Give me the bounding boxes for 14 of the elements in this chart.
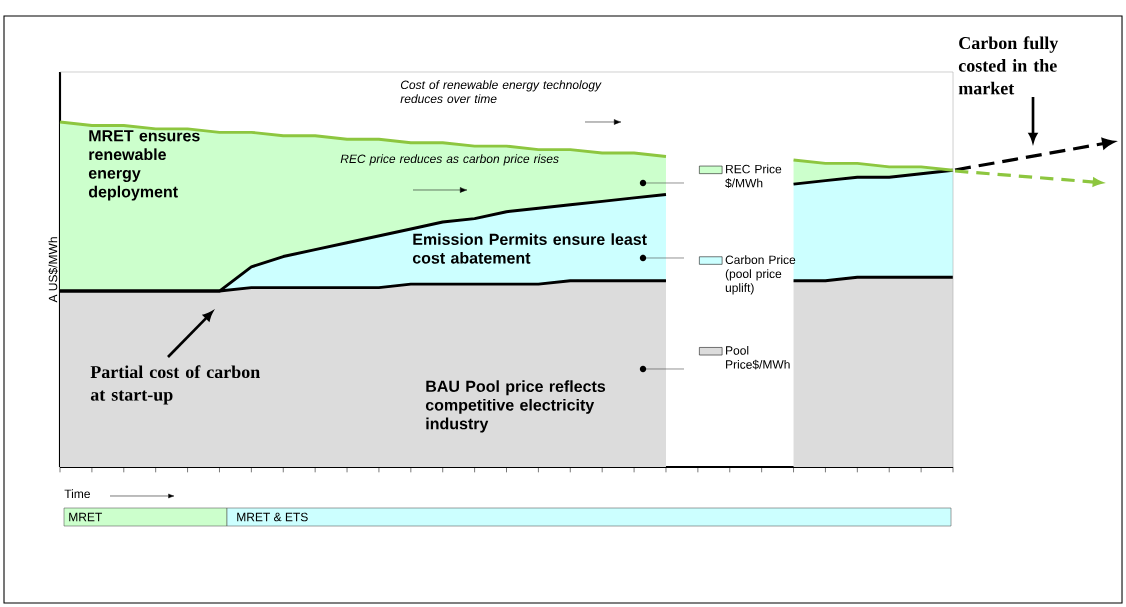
annotation: Emission Permits ensure least cost abatement	[412, 233, 647, 264]
text: MRET & ETS	[237, 512, 308, 522]
text: Carbon fully costed in the market	[958, 36, 1059, 95]
annotation: Partial cost of carbon at start-up	[90, 365, 260, 405]
text: Time	[64, 489, 90, 499]
text: Cost of renewable energy technology reduces over time	[400, 80, 602, 104]
legend-label: Pool Price$/MWh	[726, 345, 790, 370]
legend-label: Carbon Price (pool price uplift)	[725, 255, 796, 295]
legend-label: REC Price $/MWh	[725, 164, 782, 189]
text: MRET	[69, 512, 102, 522]
annotation: REC price reduces as carbon price rises	[340, 154, 559, 166]
annotation: BAU Pool price reflects competitive electricity industry	[425, 380, 606, 433]
y-axis-title: A US$/MWh	[48, 237, 58, 303]
annotation: MRET ensures renewable energy deployment	[88, 130, 200, 201]
